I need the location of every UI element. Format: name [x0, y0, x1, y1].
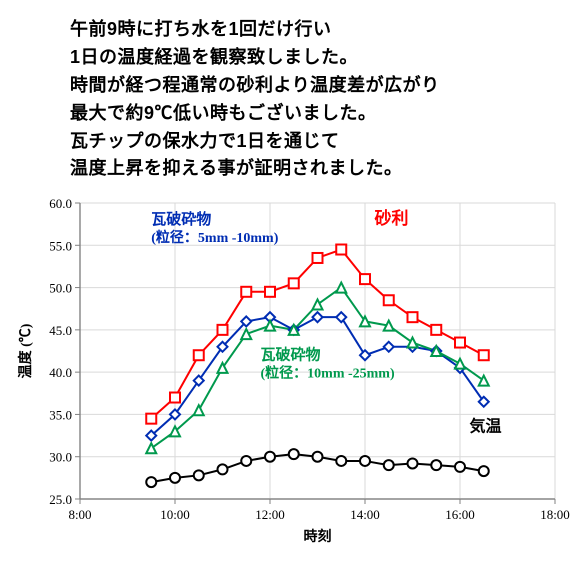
svg-text:30.0: 30.0 [49, 450, 72, 465]
svg-text:瓦破砕物: 瓦破砕物 [261, 346, 321, 364]
svg-text:40.0: 40.0 [49, 365, 72, 380]
svg-text:気温: 気温 [470, 417, 502, 436]
svg-text:55.0: 55.0 [49, 239, 72, 254]
svg-text:25.0: 25.0 [49, 492, 72, 507]
svg-text:60.0: 60.0 [49, 196, 72, 211]
svg-text:時刻: 時刻 [304, 528, 332, 545]
desc-line-4: 最大で約9℃低い時もございました。 [70, 100, 553, 128]
temperature-chart: 25.0 30.0 35.0 40.0 45.0 50.0 55.0 60.0 8:00 10:0… [10, 191, 570, 551]
svg-text:16:00: 16:00 [445, 507, 475, 522]
svg-text:14:00: 14:00 [350, 507, 380, 522]
description-text: 午前9時に打ち水を1回だけ行い 1日の温度経過を観察致しました。 時間が経つ程通… [0, 0, 583, 191]
svg-text:(粒径：10mm -25mm): (粒径：10mm -25mm) [261, 365, 395, 382]
svg-text:35.0: 35.0 [49, 408, 72, 423]
desc-line-1: 午前9時に打ち水を1回だけ行い [70, 16, 553, 44]
svg-text:18:00: 18:00 [540, 507, 570, 522]
desc-line-6: 温度上昇を抑える事が証明されました。 [70, 155, 553, 183]
desc-line-3: 時間が経つ程通常の砂利より温度差が広がり [70, 72, 553, 100]
svg-text:45.0: 45.0 [49, 323, 72, 338]
svg-text:8:00: 8:00 [68, 507, 91, 522]
svg-text:(粒径：5mm -10mm): (粒径：5mm -10mm) [151, 229, 278, 246]
svg-text:瓦破砕物: 瓦破砕物 [151, 210, 211, 228]
svg-text:50.0: 50.0 [49, 281, 72, 296]
desc-line-2: 1日の温度経過を観察致しました。 [70, 44, 553, 72]
svg-text:温度 (℃): 温度 (℃) [17, 324, 34, 379]
svg-text:砂利: 砂利 [375, 208, 409, 228]
svg-text:12:00: 12:00 [255, 507, 285, 522]
desc-line-5: 瓦チップの保水力で1日を通じて [70, 128, 553, 156]
svg-text:10:00: 10:00 [160, 507, 190, 522]
